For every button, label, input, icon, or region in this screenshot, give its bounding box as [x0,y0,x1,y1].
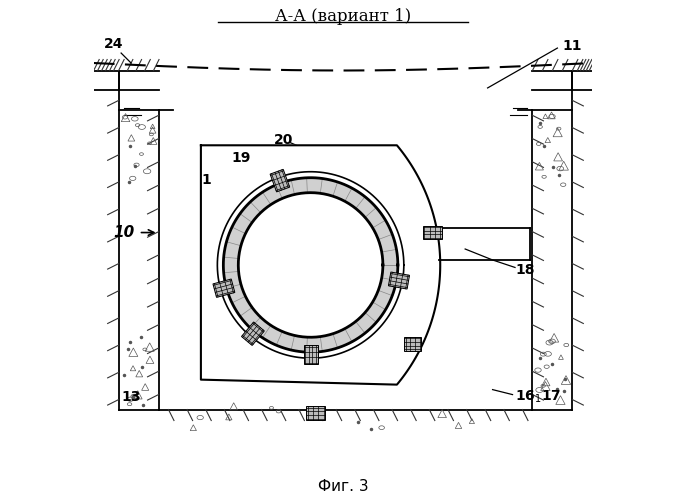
Polygon shape [404,337,421,351]
Polygon shape [241,322,264,345]
Polygon shape [423,226,442,239]
Text: Фиг. 3: Фиг. 3 [318,480,368,494]
Polygon shape [224,178,398,352]
Polygon shape [213,279,235,297]
Text: 19: 19 [231,151,250,165]
Text: А-А (вариант 1): А-А (вариант 1) [275,8,411,25]
Text: 20: 20 [274,134,293,147]
Polygon shape [238,192,383,338]
Text: 24: 24 [104,36,123,51]
Polygon shape [201,146,440,384]
Text: 18: 18 [515,263,534,277]
Polygon shape [388,272,410,289]
Polygon shape [270,170,289,192]
Text: 16$_1$17: 16$_1$17 [515,389,561,406]
Text: 11: 11 [563,38,582,52]
Polygon shape [304,345,318,364]
Polygon shape [306,406,325,420]
Text: 13: 13 [121,390,141,404]
Text: 10: 10 [113,225,134,240]
Text: 1: 1 [201,173,211,187]
